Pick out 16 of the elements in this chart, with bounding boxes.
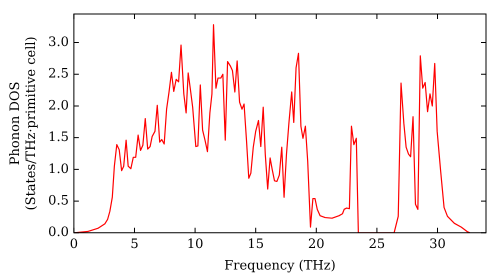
y-tick-label: 2.0 bbox=[48, 98, 69, 114]
x-axis-title: Frequency (THz) bbox=[224, 258, 336, 274]
x-tick-label: 10 bbox=[186, 236, 204, 252]
x-tick-label: 5 bbox=[130, 236, 139, 252]
y-axis-title: Phonon DOS (States/THz·primitive cell) bbox=[8, 36, 39, 210]
y-tick-label: 1.0 bbox=[48, 162, 69, 177]
y-tick-label: 3.0 bbox=[48, 34, 69, 50]
y-tick-label: 2.5 bbox=[48, 66, 69, 82]
x-tick-label: 25 bbox=[368, 236, 386, 252]
x-tick-label: 20 bbox=[308, 236, 325, 252]
y-tick-label: 1.5 bbox=[48, 130, 69, 146]
y-tick-label: 0.0 bbox=[48, 225, 69, 240]
x-tick-label: 15 bbox=[247, 236, 264, 252]
y-tick-label: 0.5 bbox=[48, 193, 69, 208]
x-tick-label: 30 bbox=[429, 236, 446, 252]
x-tick-label: 0 bbox=[70, 236, 78, 252]
